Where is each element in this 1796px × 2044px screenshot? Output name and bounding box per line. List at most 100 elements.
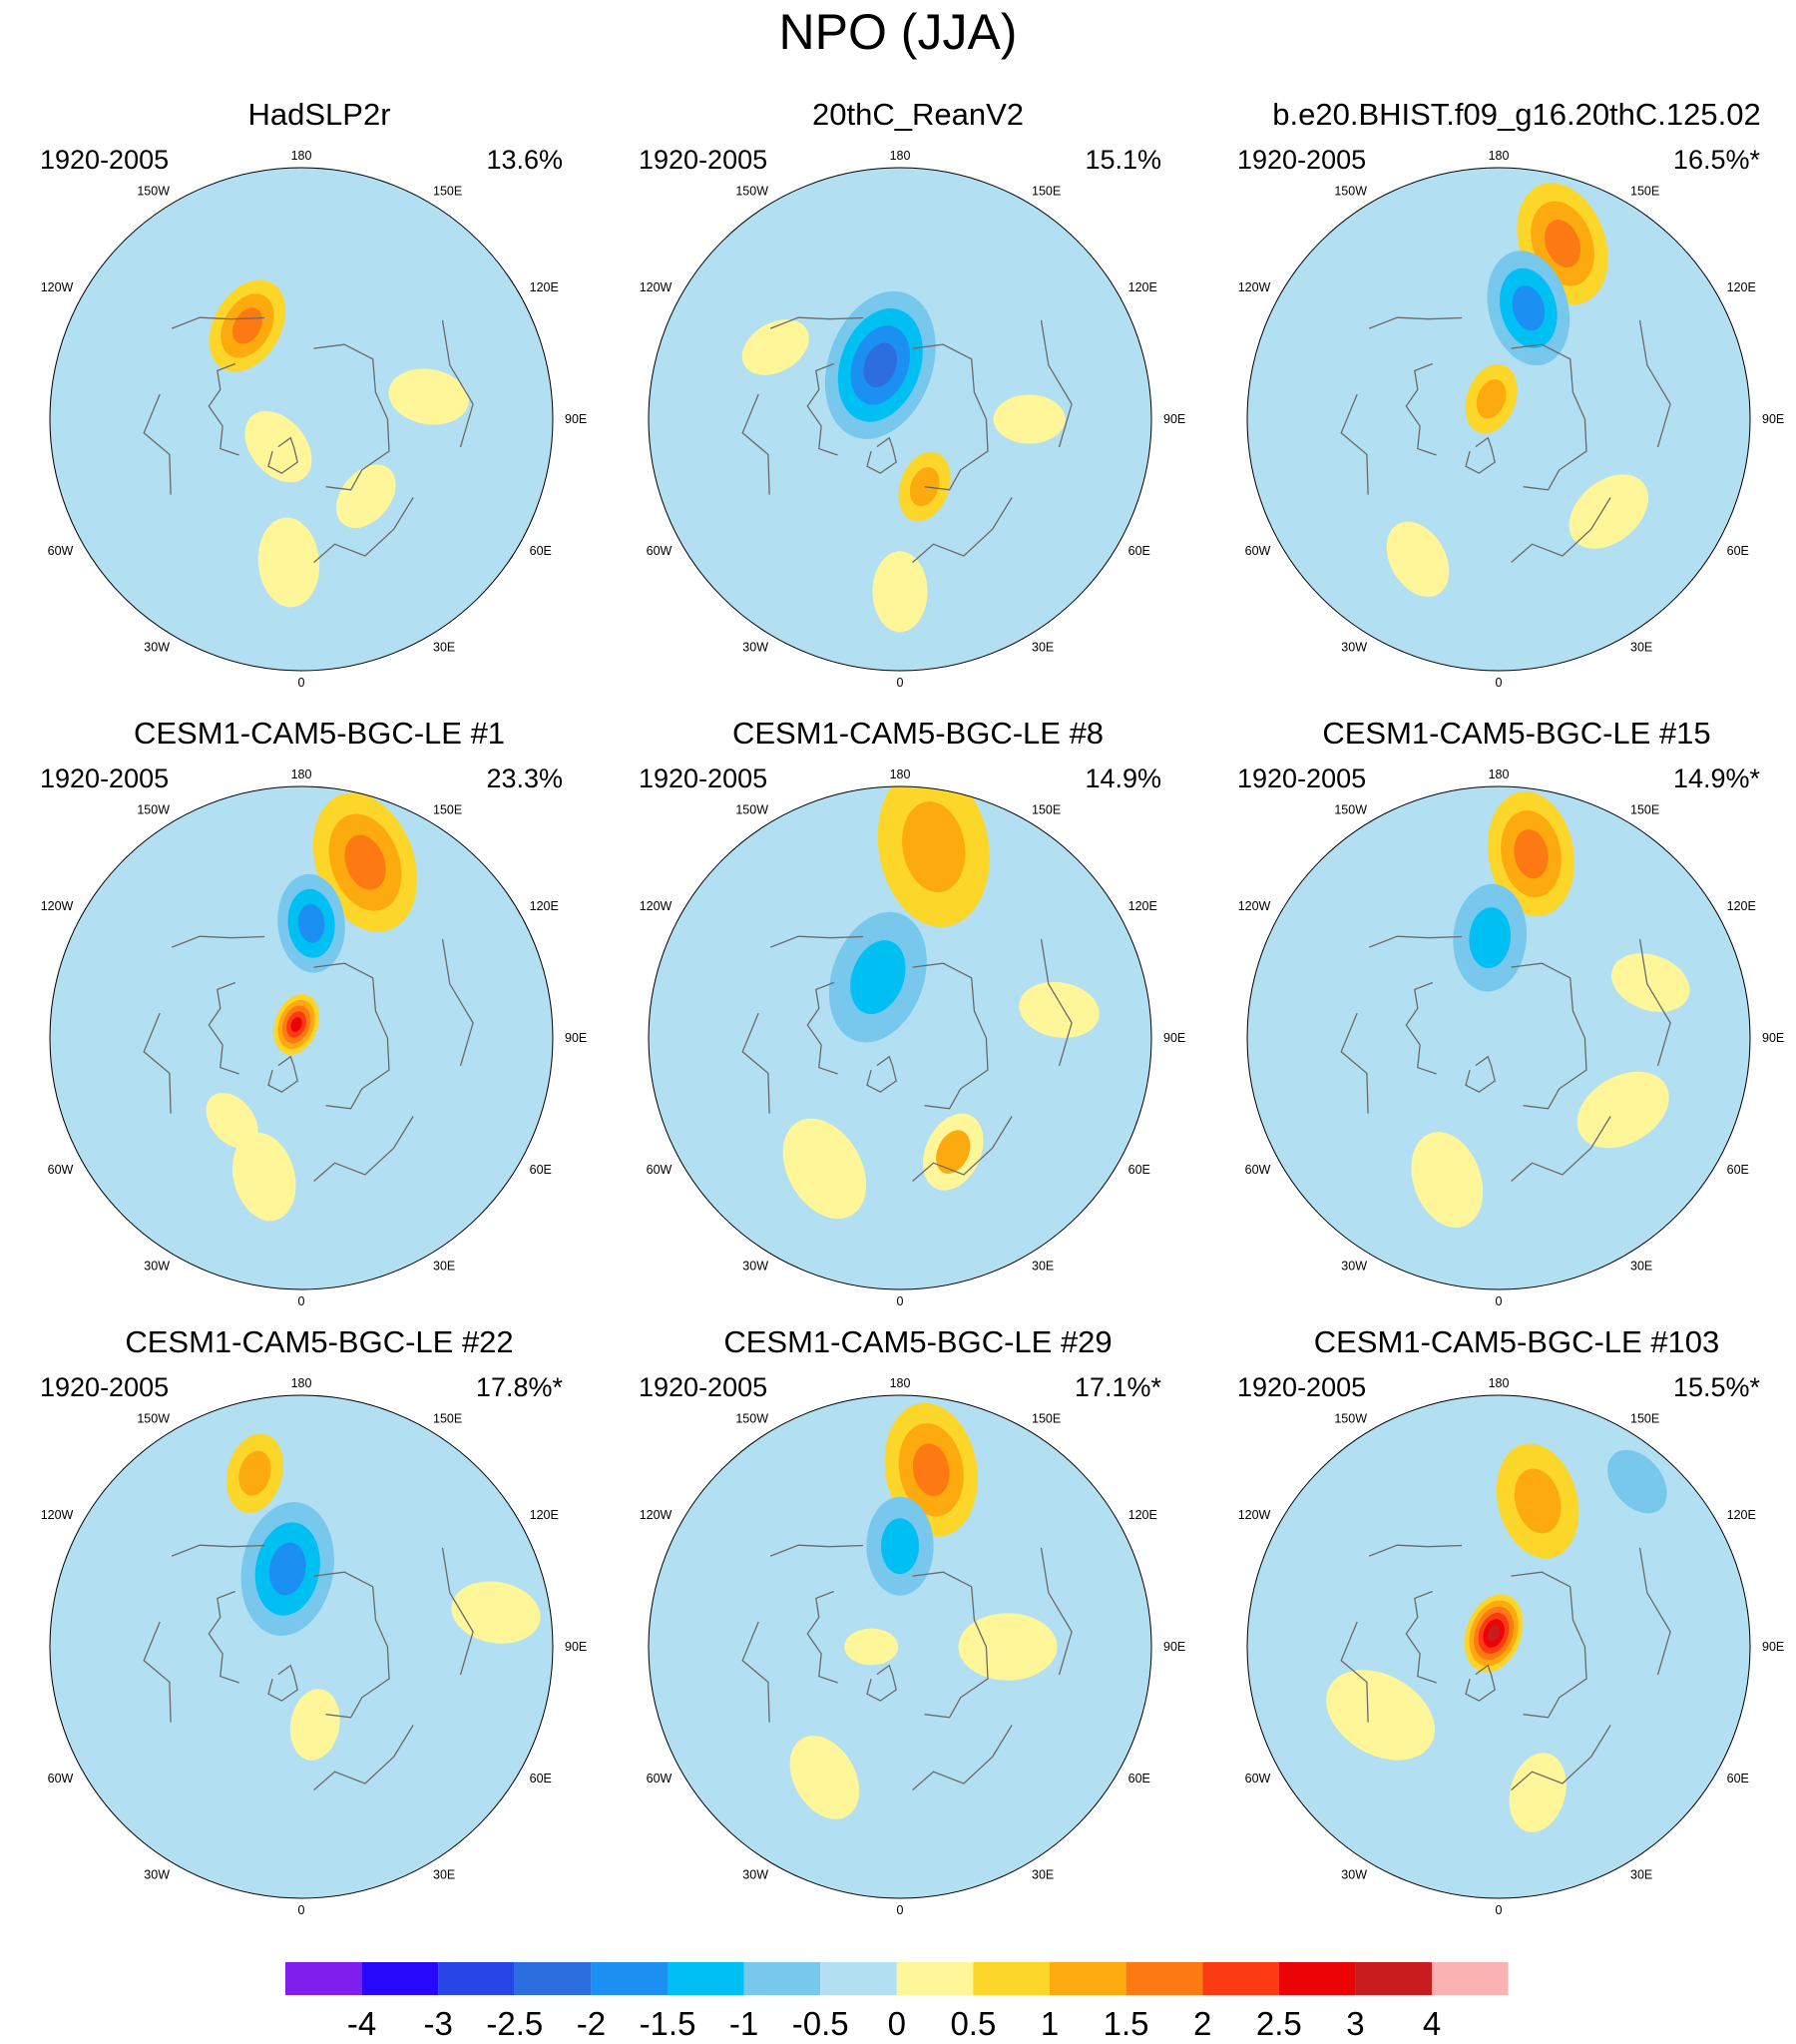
lon-label: 180 — [291, 149, 312, 163]
lon-label: 60W — [647, 1772, 673, 1786]
lon-label: 150E — [1032, 802, 1061, 816]
lon-label: 60E — [1128, 1163, 1150, 1177]
lon-label: 90E — [1163, 1031, 1185, 1045]
polar-map: 180150E120E90E60E30E030W60W90W120W150W — [41, 1376, 588, 1917]
lon-label: 180 — [1489, 767, 1510, 781]
anomaly-contour-3-0 — [1326, 1670, 1435, 1761]
colorbar-label: -2.5 — [486, 2005, 543, 2042]
colorbar-swatch — [820, 1962, 897, 1995]
polar-map: 180150E120E90E60E30E030W60W90W120W150W — [41, 149, 588, 690]
panel-variance-pct: 17.1%* — [1074, 1372, 1161, 1402]
panel-title: CESM1-CAM5-BGC-LE #8 — [731, 716, 1105, 751]
coastline — [866, 1664, 897, 1702]
lon-label: 30E — [1630, 1260, 1652, 1274]
anomaly-contour-2-0 — [289, 1689, 340, 1761]
polar-map: 180150E120E90E60E30E030W60W90W120W150W — [640, 1376, 1186, 1917]
anomaly-contour-0-1 — [902, 801, 966, 892]
anomaly-contour-3-0 — [388, 368, 469, 425]
colorbar-label: 1.5 — [1104, 2005, 1149, 2042]
panel-variance-pct: 13.6% — [486, 145, 563, 175]
lon-label: 120W — [640, 280, 673, 294]
coastline — [1040, 938, 1073, 1067]
colorbar-label: -4 — [347, 2005, 376, 2042]
anomaly-contour-4-0 — [1509, 1753, 1567, 1832]
colorbar-label: 0 — [888, 2005, 906, 2042]
lon-label: 30W — [1341, 641, 1367, 655]
anomaly-contour-4-0 — [741, 319, 809, 375]
panel-title: CESM1-CAM5-BGC-LE #15 — [1322, 716, 1711, 751]
lon-label: 120W — [41, 280, 74, 294]
polar-map: 180150E120E90E60E30E030W60W90W120W150W — [1238, 1376, 1785, 1917]
coastline — [1638, 1547, 1671, 1676]
lon-label: 120E — [530, 1508, 559, 1522]
panel-years: 1920-2005 — [40, 764, 170, 793]
lon-label: 0 — [298, 1903, 305, 1917]
map-panel-5: CESM1-CAM5-BGC-LE #8 1920-2005 14.9% 180… — [639, 714, 1197, 1308]
lon-label: 120E — [1727, 280, 1756, 294]
coastline — [912, 497, 1013, 563]
anomaly-contour-0-2 — [1514, 829, 1549, 879]
anomaly-contour-3-0 — [231, 1132, 296, 1222]
colorbar-swatch — [438, 1962, 515, 1995]
polar-map: 180150E120E90E60E30E030W60W90W120W150W — [1238, 767, 1785, 1308]
polar-map: 180150E120E90E60E30E030W60W90W120W150W — [1238, 149, 1785, 690]
lon-label: 150W — [1334, 802, 1367, 816]
coastline — [912, 1571, 989, 1719]
anomaly-contour-2-0 — [958, 1613, 1058, 1681]
lon-label: 30E — [433, 1868, 455, 1882]
lon-label: 30W — [742, 1260, 768, 1274]
anomaly-contour-0-2 — [344, 834, 386, 890]
coastline — [866, 1055, 897, 1093]
panel-years: 1920-2005 — [1237, 1372, 1367, 1402]
coastline — [1465, 1055, 1496, 1093]
panel-title: CESM1-CAM5-BGC-LE #29 — [723, 1324, 1113, 1359]
map-border — [1246, 785, 1751, 1290]
colorbar-label: -0.5 — [792, 2005, 849, 2042]
coastline — [208, 362, 239, 456]
coastline — [1040, 319, 1073, 448]
anomaly-contour-4-0 — [206, 1092, 258, 1149]
coastline — [441, 1547, 474, 1676]
lon-label: 90E — [1163, 412, 1185, 426]
lon-label: 0 — [1496, 1294, 1503, 1308]
lon-label: 60W — [1245, 1163, 1271, 1177]
lon-label: 60W — [647, 544, 673, 558]
lon-label: 90E — [565, 1640, 587, 1654]
polar-map: 180150E120E90E60E30E030W60W90W120W150W — [41, 767, 588, 1308]
lon-label: 30W — [742, 1868, 768, 1882]
lon-label: 150W — [735, 802, 768, 816]
lon-label: 120E — [1128, 899, 1157, 913]
coastline — [1511, 343, 1587, 491]
panel-variance-pct: 17.8%* — [475, 1372, 563, 1402]
lon-label: 60W — [647, 1163, 673, 1177]
lon-label: 30E — [1630, 641, 1652, 655]
map-panel-7: CESM1-CAM5-BGC-LE #22 1920-2005 17.8%* 1… — [40, 1322, 599, 1917]
coastline — [171, 316, 265, 329]
lon-label: 60W — [48, 1772, 74, 1786]
anomaly-contour-2-5 — [1488, 1625, 1501, 1642]
lon-label: 30W — [1341, 1868, 1367, 1882]
colorbar-swatch — [1202, 1962, 1279, 1995]
lon-label: 120W — [1238, 899, 1271, 913]
colorbar-label: 4 — [1423, 2005, 1441, 2042]
coastline — [143, 393, 172, 495]
coastline — [1405, 1590, 1437, 1684]
colorbar-swatch — [591, 1962, 668, 1995]
coastline — [912, 962, 989, 1110]
coastline — [1465, 1664, 1496, 1702]
lon-label: 120W — [41, 1508, 74, 1522]
lon-label: 120E — [530, 899, 559, 913]
coastline — [1638, 938, 1671, 1067]
anomaly-contour-0-3 — [863, 342, 898, 388]
coastline — [441, 938, 474, 1067]
colorbar-label: -3 — [424, 2005, 453, 2042]
panel-variance-pct: 15.5%* — [1672, 1372, 1760, 1402]
anomaly-contour-0-2 — [231, 307, 263, 344]
coastline — [769, 935, 864, 948]
lon-label: 180 — [890, 149, 911, 163]
panel-variance-pct: 16.5%* — [1672, 145, 1760, 175]
panel-years: 1920-2005 — [1237, 764, 1367, 793]
anomaly-contour-3-0 — [782, 1118, 867, 1220]
anomaly-contour-1-1 — [850, 940, 906, 1015]
coastline — [1511, 1571, 1587, 1719]
